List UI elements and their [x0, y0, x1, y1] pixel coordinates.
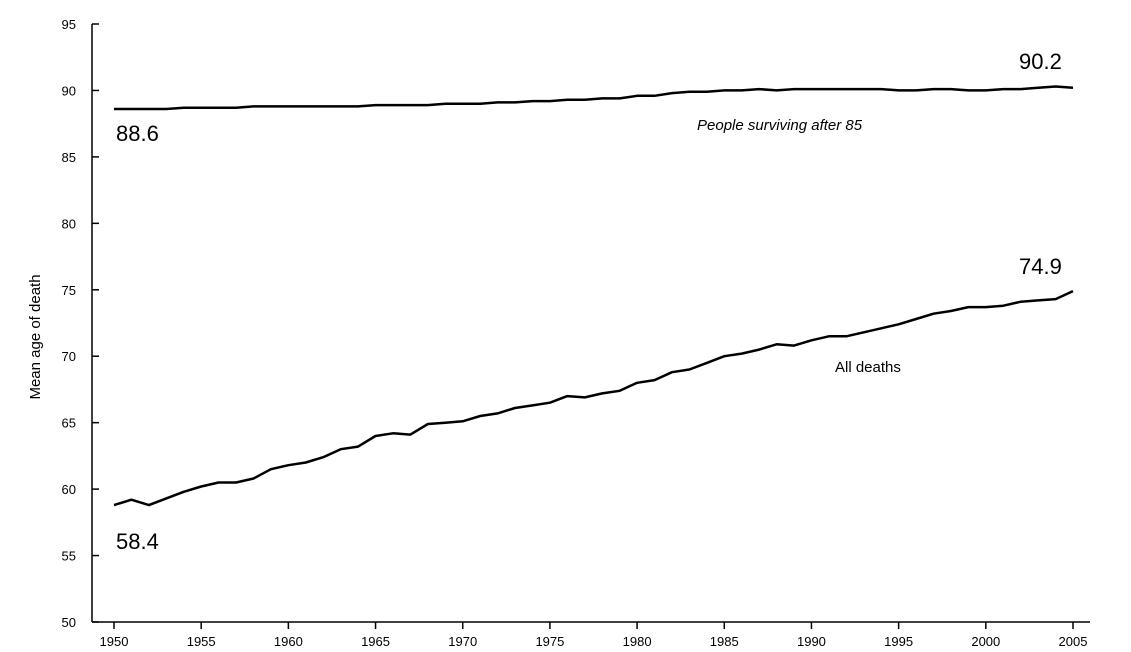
- x-tick-label: 2000: [971, 634, 1000, 649]
- series-lines: [113, 85, 1074, 507]
- y-tick-label: 70: [62, 349, 76, 364]
- y-tick-label: 75: [62, 283, 76, 298]
- x-tick-label: 1955: [187, 634, 216, 649]
- y-tick-label: 90: [62, 83, 76, 98]
- x-tick-label: 1960: [274, 634, 303, 649]
- y-tick-label: 55: [62, 549, 76, 564]
- series-label-all-deaths: All deaths: [835, 359, 901, 376]
- y-tick-label: 85: [62, 150, 76, 165]
- x-axis: 1950 1955 1960 1965 1970 1975 1980 1985 1990 1995…: [92, 621, 1090, 649]
- all-deaths-start-label: 58.4: [116, 529, 159, 554]
- y-tick-label: 80: [62, 216, 76, 231]
- survivors-start-label: 88.6: [116, 121, 159, 146]
- y-tick-label: 60: [62, 482, 76, 497]
- y-tick-label: 65: [62, 416, 76, 431]
- x-tick-label: 1980: [623, 634, 652, 649]
- y-tick-label: 95: [62, 17, 76, 32]
- x-tick-label: 1965: [361, 634, 390, 649]
- survivors-end-label: 90.2: [1019, 49, 1062, 74]
- y-axis-title: Mean age of death: [27, 274, 44, 399]
- series-label-people-surviving-after-85: People surviving after 85: [697, 117, 863, 134]
- all-deaths-end-label: 74.9: [1019, 254, 1062, 279]
- x-tick-label: 1995: [884, 634, 913, 649]
- x-tick-label: 1990: [797, 634, 826, 649]
- series-line-all-deaths: [113, 289, 1074, 507]
- x-tick-label: 1970: [448, 634, 477, 649]
- series-line-people-surviving-after-85: [114, 85, 1074, 111]
- x-tick-label: 1985: [710, 634, 739, 649]
- y-axis: 50 55 60 65 70 75 80 85 90 95: [62, 17, 99, 630]
- x-tick-label: 2005: [1059, 634, 1088, 649]
- x-tick-label: 1975: [535, 634, 564, 649]
- x-tick-label: 1950: [100, 634, 129, 649]
- y-tick-label: 50: [62, 615, 76, 630]
